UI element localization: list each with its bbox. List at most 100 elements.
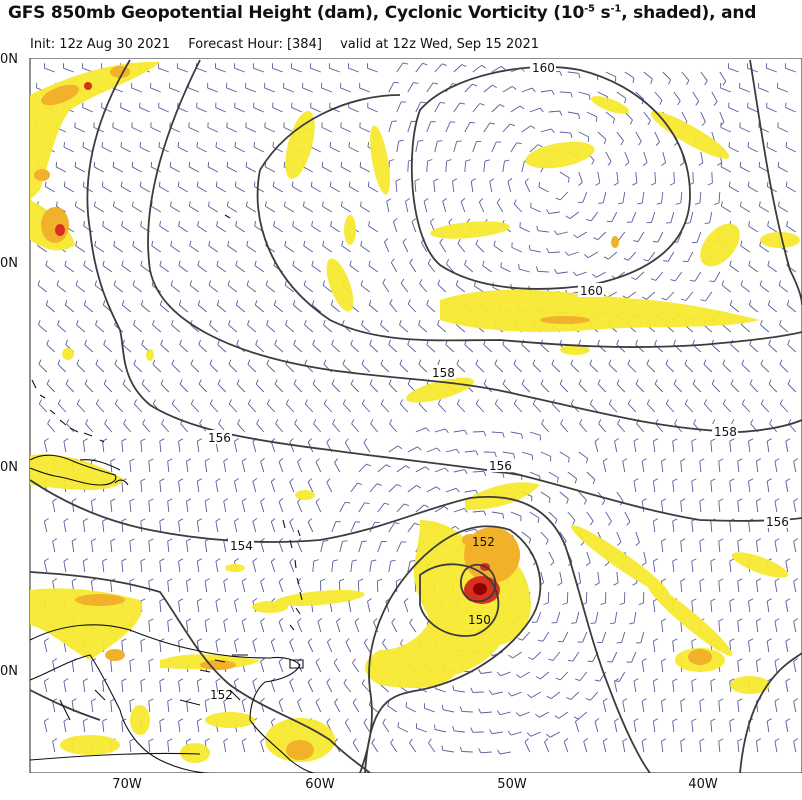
wind-barb: [390, 262, 398, 273]
wind-barb: [434, 63, 443, 73]
wind-barb: [670, 211, 675, 223]
wind-barb: [369, 383, 379, 393]
wind-barb: [719, 111, 725, 123]
wind-barb: [284, 205, 295, 213]
wind-barb: [729, 441, 732, 453]
wind-barb: [253, 67, 264, 73]
wind-barb-flag: [646, 359, 650, 365]
wind-barb: [489, 181, 493, 193]
wind-barb-flag: [729, 478, 735, 482]
wind-barb: [774, 701, 778, 713]
wind-barb: [594, 721, 599, 733]
wind-barb-flag: [252, 558, 258, 562]
wind-barb-flag: [236, 339, 240, 345]
wind-barb: [278, 661, 284, 673]
wind-barb-flag: [483, 431, 487, 437]
wind-barb: [415, 63, 423, 73]
wind-barb-flag: [494, 359, 498, 365]
wind-barb-flag: [152, 359, 156, 365]
wind-barb-flag: [729, 598, 735, 602]
wind-barb-flag: [737, 738, 743, 742]
wind-barb: [260, 461, 265, 473]
wind-barb: [491, 141, 497, 153]
wind-barb-flag: [699, 698, 705, 702]
wind-barb-flag: [543, 602, 549, 605]
wind-barb: [186, 621, 189, 633]
wind-barb-flag: [785, 718, 791, 722]
wind-barb: [548, 511, 558, 520]
wind-barb: [256, 423, 265, 433]
wind-barb-flag: [492, 84, 497, 88]
wind-barb: [569, 211, 580, 219]
wind-barb: [178, 561, 181, 573]
wind-barb: [740, 245, 751, 253]
wind-barb-flag: [602, 698, 608, 702]
wind-barb: [361, 403, 371, 413]
wind-barb-flag: [323, 540, 329, 542]
wind-barb: [522, 631, 531, 641]
wind-barb-flag: [223, 738, 229, 742]
wind-barb-flag: [197, 558, 202, 562]
wind-barb: [602, 741, 607, 753]
wind-barb-flag: [302, 201, 305, 207]
wind-barb: [292, 186, 303, 193]
wind-barb-flag: [516, 674, 521, 678]
wind-barb-flag: [44, 181, 47, 187]
wind-barb: [672, 521, 675, 533]
wind-barb: [502, 344, 512, 353]
wind-barb-flag: [698, 162, 704, 166]
wind-barb-flag: [704, 80, 708, 86]
wind-barb-flag: [169, 161, 172, 167]
wind-barb: [407, 82, 414, 93]
wind-barb: [643, 151, 648, 163]
wind-barb-flag: [234, 678, 239, 682]
wind-barb: [226, 87, 237, 93]
wind-barb: [464, 528, 476, 533]
wind-barb-flag: [102, 221, 105, 227]
wind-barb: [190, 403, 200, 413]
wind-barb: [722, 403, 732, 413]
wind-barb: [785, 146, 797, 153]
wind-barb: [351, 423, 360, 433]
wind-barb-flag: [121, 678, 127, 682]
wind-barb: [329, 146, 341, 153]
wind-barb-flag: [140, 638, 146, 642]
wind-barb-flag: [101, 181, 104, 187]
wind-barb: [641, 701, 645, 713]
wind-barb: [537, 270, 549, 273]
wind-barb-flag: [653, 518, 659, 522]
wind-barb-flag: [635, 339, 639, 345]
wind-barb: [426, 160, 428, 173]
wind-barb-flag: [586, 562, 591, 566]
wind-barb-flag: [103, 379, 107, 385]
wind-barb-flag: [629, 119, 633, 125]
wind-barb-flag: [496, 710, 501, 715]
wind-barb: [407, 344, 417, 353]
wind-barb-flag: [102, 558, 108, 562]
wind-barb-flag: [475, 239, 479, 245]
wind-barb: [207, 87, 218, 93]
wind-barb: [699, 500, 702, 513]
wind-barb-flag: [44, 678, 49, 682]
wind-barb-flag: [672, 638, 678, 642]
wind-barb-flag: [344, 501, 351, 504]
wind-barb: [616, 131, 624, 141]
wind-barb: [766, 641, 770, 653]
wind-barb-flag: [254, 221, 257, 227]
wind-barb: [622, 461, 626, 473]
wind-barb-flag: [405, 465, 411, 469]
wind-barb-flag: [330, 300, 334, 306]
wind-barb-flag: [260, 658, 265, 662]
wind-barb: [418, 403, 428, 413]
wind-barb: [204, 621, 208, 633]
wind-barb: [209, 363, 219, 373]
wind-barb-flag: [555, 677, 561, 681]
wind-barb-flag: [360, 280, 364, 286]
wind-barb-flag: [404, 503, 410, 507]
wind-barb: [331, 344, 341, 353]
wind-barb: [76, 403, 86, 413]
wind-barb-flag: [489, 122, 495, 125]
wind-barb-flag: [148, 658, 154, 662]
wind-barb-flag: [570, 132, 573, 139]
wind-barb: [729, 521, 732, 533]
